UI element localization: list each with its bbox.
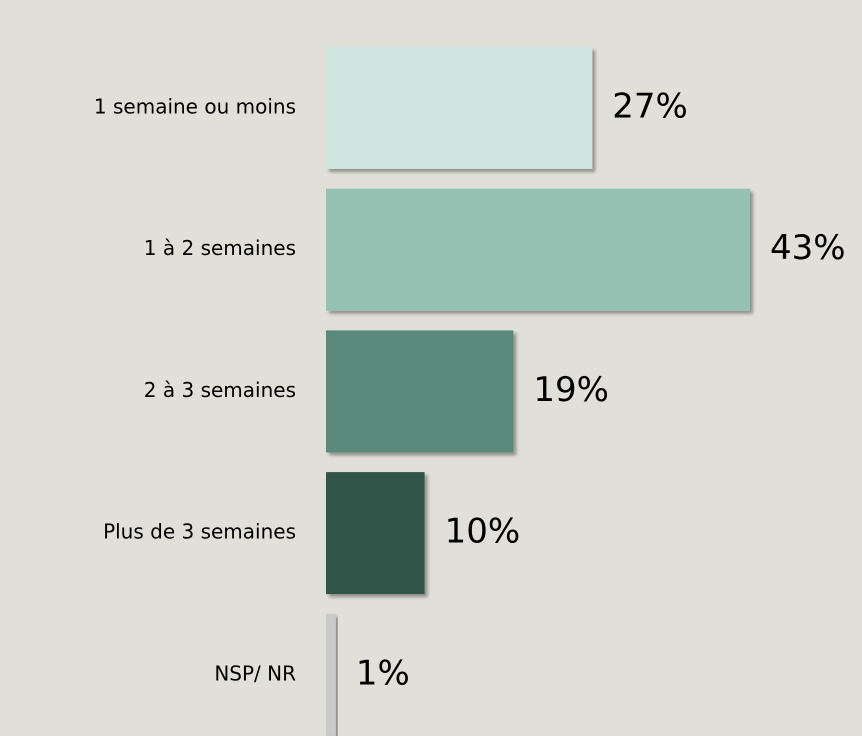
bar: [326, 613, 336, 736]
bar: [326, 330, 514, 453]
bar: [326, 188, 750, 311]
category-label: 2 à 3 semaines: [144, 378, 296, 402]
value-label: 43%: [770, 228, 846, 268]
category-label: 1 à 2 semaines: [144, 236, 296, 260]
value-label: 1%: [356, 653, 410, 693]
bar: [326, 47, 593, 169]
bar: [326, 472, 425, 595]
category-label: 1 semaine ou moins: [94, 95, 296, 119]
value-label: 27%: [612, 87, 688, 127]
value-label: 19%: [533, 370, 609, 410]
category-label: NSP/ NR: [214, 661, 296, 685]
value-label: 10%: [445, 512, 521, 552]
category-label: Plus de 3 semaines: [103, 520, 296, 544]
